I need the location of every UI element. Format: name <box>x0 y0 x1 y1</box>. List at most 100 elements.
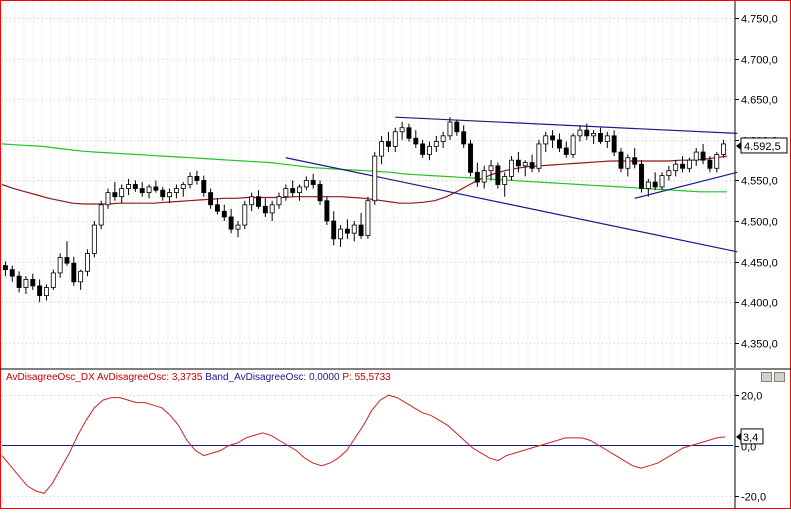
candle-body <box>85 253 90 272</box>
candle-body <box>543 135 549 145</box>
legend-band: Band_AvDisagreeOsc: 0,0000 <box>205 372 340 383</box>
candle <box>50 269 56 290</box>
candle <box>427 141 432 161</box>
candle <box>570 133 576 158</box>
candle-body <box>50 272 56 288</box>
candle-body <box>23 278 29 288</box>
candle-body <box>256 196 261 207</box>
candle-body <box>611 135 617 153</box>
candle <box>2 261 8 277</box>
candle-body <box>536 143 542 169</box>
candle-body <box>71 262 77 283</box>
maximize-button[interactable] <box>774 372 785 382</box>
candle <box>180 182 186 197</box>
legend-dx: AvDisagreeOsc_DX <box>6 372 95 383</box>
trendline <box>395 116 738 134</box>
price-tick-label: 4.750,0 <box>741 14 778 26</box>
candle <box>44 284 49 301</box>
candle <box>618 148 624 173</box>
candle-body <box>468 143 473 173</box>
candle-body <box>91 224 97 254</box>
price-tick-label: 4.650,0 <box>741 95 778 107</box>
candle <box>269 200 275 221</box>
candle-body <box>37 285 43 297</box>
candle-body <box>64 257 70 264</box>
candle <box>139 182 145 197</box>
candle-body <box>132 184 138 189</box>
candle <box>420 139 426 158</box>
candle <box>563 141 569 158</box>
candle <box>673 160 679 177</box>
price-tick-label: 4.450,0 <box>741 258 778 270</box>
candle-body <box>221 210 227 218</box>
candle <box>153 180 159 193</box>
candle <box>303 176 309 191</box>
candle-body <box>584 129 590 137</box>
oscillator-panel: 20,0 0,0 -20,0 3,4 <box>1 370 766 509</box>
candle-body <box>598 132 603 142</box>
candle-body <box>427 145 432 155</box>
candle <box>509 156 515 181</box>
candle-body <box>413 137 419 145</box>
candle <box>173 184 179 199</box>
candle-body <box>488 165 494 172</box>
candle <box>556 133 562 153</box>
price-tick-label: 4.500,0 <box>741 217 778 229</box>
candle-body <box>167 192 173 198</box>
candle <box>37 279 43 303</box>
candle-body <box>385 141 391 147</box>
candle <box>611 130 617 157</box>
candle-body <box>625 157 631 169</box>
candle <box>468 139 473 177</box>
minimize-button[interactable] <box>761 372 772 382</box>
candle <box>105 188 111 209</box>
candle-body <box>570 135 576 155</box>
candle <box>365 196 371 239</box>
candle-body <box>659 175 665 188</box>
osc-ticks: 20,0 0,0 -20,0 <box>735 391 766 504</box>
candle <box>550 130 556 148</box>
candle-body <box>119 188 125 198</box>
candle-body <box>420 143 426 155</box>
candle-body <box>126 184 131 189</box>
candle <box>30 273 36 290</box>
candle-body <box>515 159 521 167</box>
candle-body <box>440 135 446 142</box>
candle-body <box>604 135 610 142</box>
candle <box>625 154 631 177</box>
candle-body <box>297 186 302 194</box>
candle-body <box>481 170 487 183</box>
candle <box>228 208 234 234</box>
candle <box>23 276 29 294</box>
candle-body <box>249 196 255 206</box>
candle <box>358 212 364 239</box>
candle-body <box>201 180 207 194</box>
candle <box>461 125 467 148</box>
candle <box>338 225 344 247</box>
candle-body <box>78 270 84 283</box>
candle <box>440 131 446 148</box>
moving-averages <box>1 143 728 205</box>
candle-body <box>522 162 528 167</box>
candle <box>78 269 84 290</box>
candle-body <box>632 157 638 165</box>
candle <box>721 139 727 158</box>
candle <box>543 131 549 153</box>
candle <box>392 127 398 153</box>
candle-body <box>714 154 720 169</box>
candle-body <box>324 200 330 222</box>
candle <box>187 172 193 189</box>
candle-body <box>495 165 501 185</box>
osc-last-box <box>740 428 764 445</box>
candle <box>447 117 453 140</box>
slow-ma-line <box>1 143 727 193</box>
candle <box>16 271 22 293</box>
trendline <box>285 157 738 253</box>
candle <box>235 221 241 238</box>
candle-body <box>406 127 412 139</box>
candle <box>221 204 227 221</box>
osc-legend: AvDisagreeOsc_DX AvDisagreeOsc: 3,3735 B… <box>6 372 391 384</box>
candle-body <box>645 181 651 189</box>
